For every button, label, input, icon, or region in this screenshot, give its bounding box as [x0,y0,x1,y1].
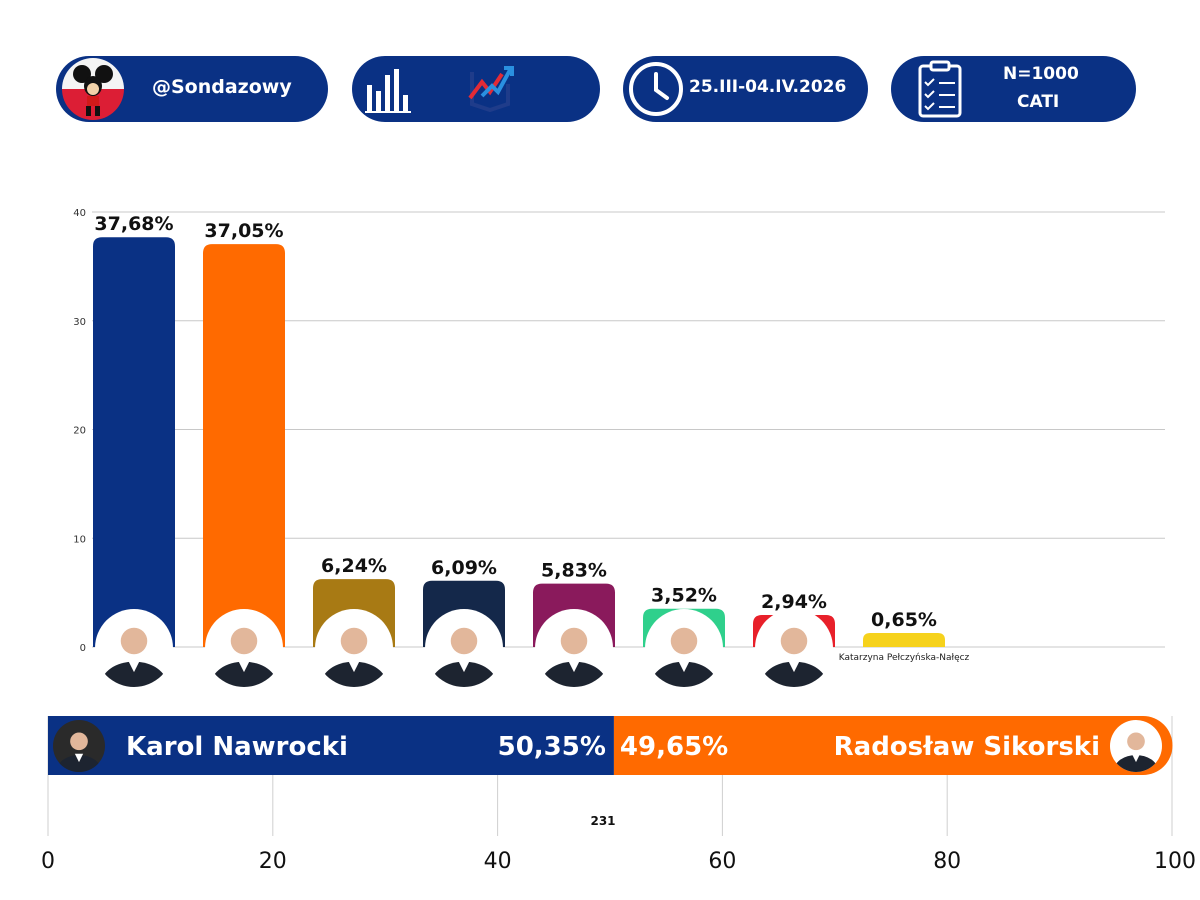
portrait-head [120,627,148,655]
portrait-collar [567,659,581,673]
portrait-collar [127,659,141,673]
series-value-sikorski: 49,65% [620,732,728,762]
candidate-portrait [535,609,613,687]
y-tick-label: 10 [73,534,86,545]
handle-pill: @Sondazowy [56,56,328,122]
dates-label: 25.III-04.IV.2026 [689,77,847,97]
portrait-body [56,755,102,772]
runoff-bar-nawrocki [48,716,614,775]
candidate-portrait [425,609,503,687]
portrait-body [1113,755,1159,772]
portrait-head [450,627,478,655]
bar-chart-candidates: 0 10 20 30 40 37,68% 37,05% 6,24% 6,09% 5,83% 3,52… [73,208,1165,687]
portrait-body [320,661,388,687]
sikorski-portrait [1110,720,1162,772]
candidate-portrait [755,609,833,687]
bar-value-label: 5,83% [541,560,607,582]
clock-icon [629,62,683,116]
x-tick-label: 20 [259,849,287,874]
bar [93,237,175,648]
portrait-body [100,661,168,687]
sample-method-label: CATI [1017,92,1060,112]
bar-value-label: 6,24% [321,555,387,577]
bar-value-label: 37,68% [94,213,173,235]
runoff-chart: Karol Nawrocki 50,35% 49,65% Radosław Sikor… [41,716,1196,874]
candidate-portrait [95,609,173,687]
x-tick-label: 80 [933,849,961,874]
handle-label: @Sondazowy [152,76,292,98]
bar-chart-icon [365,69,411,113]
portrait-head [1127,732,1145,751]
candidate-portrait [205,609,283,687]
portrait-collar [237,659,251,673]
x-tick-label: 60 [708,849,736,874]
portrait-body [210,661,278,687]
portrait-head [670,627,698,655]
portrait-head [340,627,368,655]
sample-pill: N=1000 CATI [891,56,1136,122]
bar [203,244,285,648]
candidate-portrait [645,609,723,687]
clipboard-checklist-icon [918,60,962,118]
trend-arrow-logo-icon [468,66,514,113]
portrait-collar [1131,753,1141,763]
bar-value-label: 3,52% [651,585,717,607]
nawrocki-portrait [53,720,105,772]
candidate-portrait [315,609,393,687]
portrait-head [560,627,588,655]
bar [863,633,945,647]
portrait-collar [787,659,801,673]
bar-value-label: 2,94% [761,591,827,613]
mickey-poland-flag-avatar-icon [62,58,124,120]
category-label: Katarzyna Pełczyńska-Nałęcz [839,653,970,663]
dates-pill: 25.III-04.IV.2026 [623,56,868,122]
x-tick-label: 0 [41,849,55,874]
portrait-body [760,661,828,687]
series-value-nawrocki: 50,35% [498,732,606,762]
annotation-label: 231 [590,814,615,828]
portrait-collar [457,659,471,673]
portrait-body [650,661,718,687]
y-tick-label: 30 [73,317,86,328]
portrait-collar [347,659,361,673]
portrait-head [70,732,88,751]
sample-size-label: N=1000 [1003,64,1079,84]
series-name-nawrocki: Karol Nawrocki [126,732,348,762]
logo-pill [352,56,600,122]
portrait-collar [74,753,84,763]
series-name-sikorski: Radosław Sikorski [834,732,1100,762]
bar-value-label: 37,05% [204,220,283,242]
y-tick-label: 20 [73,426,86,437]
runoff-bar-sikorski [613,716,1173,775]
portrait-collar [677,659,691,673]
y-tick-label: 0 [80,643,86,654]
portrait-head [230,627,258,655]
x-tick-label: 40 [484,849,512,874]
bar-value-label: 0,65% [871,609,937,631]
x-tick-label: 100 [1154,849,1196,874]
bar-value-label: 6,09% [431,557,497,579]
portrait-body [540,661,608,687]
y-tick-label: 40 [73,208,86,219]
portrait-body [430,661,498,687]
portrait-head [780,627,808,655]
